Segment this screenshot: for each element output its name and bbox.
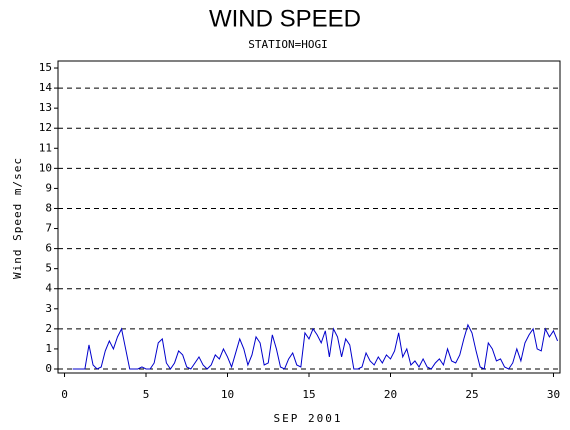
x-tick-label: 20 — [384, 388, 397, 401]
y-tick-label: 13 — [39, 101, 52, 114]
y-tick-label: 1 — [45, 342, 52, 355]
y-tick-label: 2 — [45, 322, 52, 335]
y-tick-label: 10 — [39, 161, 52, 174]
x-tick-label: 0 — [61, 388, 68, 401]
chart-subtitle: STATION=HOGI — [248, 38, 327, 51]
y-tick-label: 0 — [45, 362, 52, 375]
x-tick-label: 30 — [547, 388, 560, 401]
chart-title: WIND SPEED — [209, 5, 361, 32]
y-tick-label: 3 — [45, 302, 52, 315]
plot-frame — [57, 60, 561, 374]
x-axis-label: SEP 2001 — [274, 412, 343, 425]
y-tick-label: 6 — [45, 242, 52, 255]
y-tick-label: 11 — [39, 141, 52, 154]
y-tick-label: 12 — [39, 121, 52, 134]
y-tick-label: 8 — [45, 201, 52, 214]
y-axis-label: Wind Speed m/sec — [11, 157, 24, 279]
y-tick-label: 4 — [45, 282, 52, 295]
wind-speed-line — [72, 323, 559, 370]
x-tick-label: 15 — [302, 388, 315, 401]
y-tick-label: 14 — [39, 81, 53, 94]
y-tick-label: 5 — [45, 262, 52, 275]
y-tick-label: 15 — [39, 61, 52, 74]
x-tick-label: 5 — [143, 388, 150, 401]
y-tick-label: 9 — [45, 181, 52, 194]
x-tick-label: 25 — [465, 388, 478, 401]
y-tick-label: 7 — [45, 222, 52, 235]
x-tick-label: 10 — [221, 388, 234, 401]
